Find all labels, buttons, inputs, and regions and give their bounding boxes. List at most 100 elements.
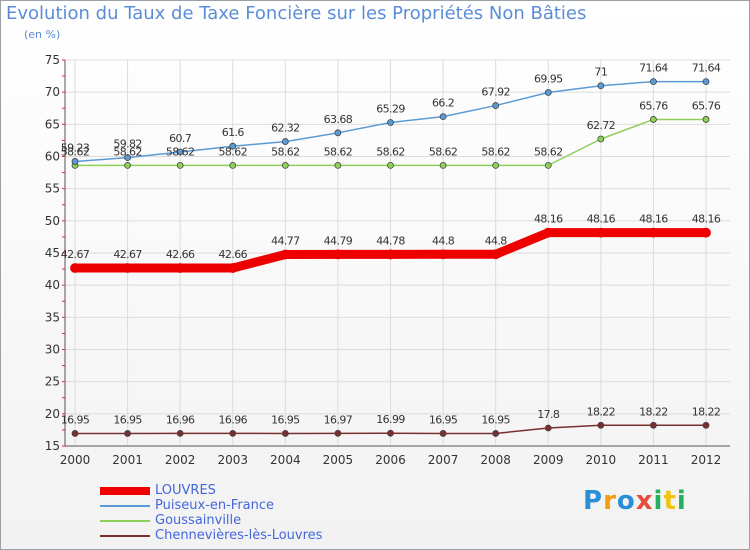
- data-point: [492, 161, 500, 169]
- y-tick-label: 35: [45, 310, 60, 324]
- data-point: [281, 430, 289, 437]
- data-point: [385, 249, 396, 260]
- x-tick-label: 2005: [323, 453, 354, 467]
- data-label: 65.76: [639, 99, 668, 112]
- data-label: 59.82: [113, 138, 142, 151]
- data-label: 71: [594, 66, 607, 79]
- data-point: [544, 89, 552, 96]
- logo-letter: o: [616, 486, 636, 516]
- data-label: 18.22: [639, 405, 668, 418]
- data-label: 48.16: [639, 213, 668, 226]
- x-tick-label: 2004: [270, 453, 301, 467]
- data-point: [597, 82, 605, 90]
- y-tick-label: 45: [45, 246, 60, 260]
- data-point: [439, 430, 447, 437]
- data-point: [176, 161, 184, 169]
- x-tick-label: 2010: [586, 453, 617, 467]
- x-tick-label: 2007: [428, 453, 459, 467]
- data-point: [334, 129, 342, 137]
- data-point: [280, 249, 291, 260]
- data-point: [71, 158, 79, 165]
- y-tick-label: 15: [45, 439, 60, 453]
- proxiti-logo: Proxiti: [583, 486, 687, 516]
- data-label: 58.62: [481, 145, 510, 158]
- logo-letter: i: [653, 486, 664, 516]
- data-label: 44.77: [271, 234, 300, 247]
- data-point: [544, 424, 552, 432]
- data-label: 58.62: [219, 145, 248, 158]
- data-label: 48.16: [534, 213, 563, 226]
- data-label: 58.62: [376, 145, 405, 158]
- data-point: [175, 263, 186, 273]
- data-label: 18.22: [692, 405, 721, 418]
- data-label: 44.8: [485, 234, 508, 247]
- data-label: 16.95: [61, 413, 90, 426]
- y-tick-label: 70: [45, 85, 60, 99]
- data-point: [229, 142, 237, 150]
- y-tick-label: 50: [45, 214, 60, 228]
- data-label: 16.95: [481, 413, 510, 426]
- data-label: 60.7: [169, 132, 192, 145]
- data-point: [650, 78, 657, 86]
- data-point: [439, 113, 447, 121]
- legend-swatch-chennevieres: [100, 535, 150, 537]
- data-label: 58.62: [113, 145, 142, 158]
- data-label: 16.96: [219, 413, 248, 426]
- y-tick-label: 75: [45, 53, 60, 67]
- data-point: [229, 429, 237, 437]
- data-point: [70, 263, 80, 273]
- data-label: 16.95: [429, 413, 458, 426]
- data-point: [492, 430, 500, 437]
- data-label: 16.99: [376, 413, 405, 426]
- data-label: 42.66: [219, 248, 248, 261]
- data-label: 48.16: [587, 213, 616, 226]
- data-point: [438, 249, 448, 260]
- data-point: [702, 116, 710, 123]
- legend-swatch-louvres: [100, 487, 150, 495]
- y-tick-label: 40: [45, 278, 60, 292]
- data-label: 71.64: [692, 62, 721, 75]
- data-point: [702, 421, 710, 429]
- x-tick-label: 2000: [60, 453, 91, 467]
- data-point: [281, 138, 289, 145]
- y-tick-label: 25: [45, 375, 60, 389]
- y-tick-label: 20: [45, 407, 60, 421]
- data-label: 16.95: [113, 413, 142, 426]
- legend-label-chennevieres: Chennevières-lès-Louvres: [155, 528, 323, 543]
- data-point: [387, 161, 394, 169]
- data-point: [387, 429, 394, 437]
- x-tick-label: 2003: [217, 453, 248, 467]
- data-point: [544, 161, 552, 169]
- data-point: [650, 116, 657, 123]
- data-label: 59.23: [61, 141, 90, 154]
- data-point: [648, 227, 659, 238]
- x-tick-label: 2011: [638, 453, 669, 467]
- data-label: 66.2: [432, 97, 454, 110]
- data-label: 17.8: [537, 408, 560, 421]
- data-label: 58.62: [61, 145, 90, 158]
- data-label: 63.68: [324, 113, 353, 126]
- data-label: 58.62: [166, 145, 195, 158]
- data-point: [334, 429, 342, 437]
- data-label: 44.79: [324, 234, 353, 247]
- data-point: [334, 161, 342, 169]
- logo-letter: x: [635, 486, 654, 516]
- data-point: [701, 227, 711, 238]
- data-label: 58.62: [534, 145, 563, 158]
- x-tick-label: 2012: [691, 453, 722, 467]
- data-point: [227, 263, 238, 273]
- data-point: [281, 161, 289, 169]
- legend-label-louvres: LOUVRES: [155, 483, 216, 498]
- data-point: [490, 249, 501, 260]
- data-point: [176, 148, 184, 156]
- data-label: 16.95: [271, 413, 300, 426]
- x-tick-label: 2008: [480, 453, 511, 467]
- data-label: 65.76: [692, 99, 721, 112]
- data-point: [543, 227, 554, 238]
- logo-letter: r: [603, 486, 617, 516]
- data-point: [124, 161, 131, 169]
- legend-swatch-goussainville: [100, 520, 150, 522]
- x-tick-label: 2002: [165, 453, 196, 467]
- y-tick-label: 65: [45, 117, 60, 131]
